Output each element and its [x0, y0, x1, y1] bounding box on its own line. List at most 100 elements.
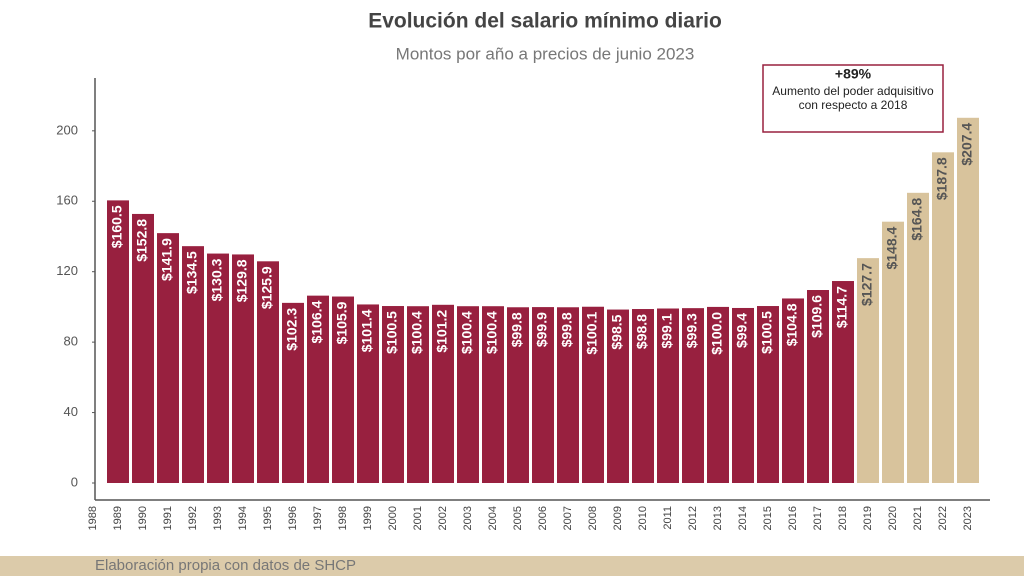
chart-title: Evolución del salario mínimo diario: [368, 10, 722, 33]
value-label: $152.8: [134, 219, 150, 262]
y-tick-label: 200: [56, 122, 78, 137]
value-label: $127.7: [859, 263, 875, 306]
value-label: $148.4: [884, 226, 900, 269]
value-label: $99.1: [659, 313, 675, 348]
bar: [907, 192, 929, 483]
value-label: $129.8: [234, 259, 250, 302]
x-tick-label: 1998: [337, 506, 349, 530]
bar: [857, 258, 879, 483]
x-tick-label: 1999: [362, 506, 374, 530]
bar: [107, 200, 129, 483]
y-tick-label: 120: [56, 263, 78, 278]
x-tick-label: 1988: [87, 506, 99, 530]
bar: [932, 152, 954, 483]
bar: [157, 233, 179, 483]
value-label: $100.5: [384, 311, 400, 354]
bar: [182, 246, 204, 483]
value-label: $114.7: [834, 286, 850, 328]
x-tick-label: 1992: [187, 506, 199, 530]
x-tick-label: 1990: [137, 506, 149, 530]
bar: [832, 281, 854, 483]
value-label: $100.4: [484, 311, 500, 354]
x-tick-label: 2003: [462, 506, 474, 530]
bar: [407, 306, 429, 483]
bar: [957, 117, 979, 483]
x-tick-label: 1995: [262, 506, 274, 530]
x-tick-label: 2022: [937, 506, 949, 530]
x-tick-label: 2021: [912, 506, 924, 530]
bar: [307, 295, 329, 483]
y-tick-label: 40: [64, 404, 78, 419]
bar: [657, 308, 679, 483]
value-label: $100.1: [584, 312, 600, 355]
y-tick-label: 80: [64, 334, 78, 349]
bar: [482, 306, 504, 483]
value-label: $100.5: [759, 311, 775, 354]
x-tick-label: 2019: [862, 506, 874, 530]
bar: [332, 296, 354, 483]
bar: [432, 304, 454, 483]
bar: [207, 253, 229, 483]
value-label: $207.4: [959, 123, 975, 166]
value-label: $130.3: [209, 258, 225, 301]
x-tick-label: 2015: [762, 506, 774, 530]
annotation-box: [762, 64, 944, 133]
value-label: $100.4: [409, 311, 425, 354]
annotation-headline: +89%: [835, 66, 872, 82]
value-label: $164.8: [909, 198, 925, 241]
footer-band: [0, 556, 1024, 576]
x-tick-label: 2001: [412, 506, 424, 530]
bar: [257, 261, 279, 483]
x-tick-label: 2023: [962, 506, 974, 530]
x-tick-label: 1997: [312, 506, 324, 530]
bar: [632, 309, 654, 483]
bar: [557, 307, 579, 483]
value-label: $125.9: [259, 266, 275, 309]
value-label: $160.5: [109, 205, 125, 248]
bar: [607, 309, 629, 483]
x-tick-label: 2000: [387, 506, 399, 530]
x-tick-label: 2012: [687, 506, 699, 530]
value-label: $101.4: [359, 309, 375, 352]
source: Elaboración propia con datos de SHCP: [95, 557, 356, 574]
bar: [507, 307, 529, 483]
x-tick-label: 2011: [662, 506, 674, 530]
bar: [732, 307, 754, 483]
value-label: $99.9: [534, 312, 550, 347]
bar: [382, 306, 404, 483]
x-tick-label: 1994: [237, 506, 249, 530]
value-label: $102.3: [284, 308, 300, 351]
bar: [457, 306, 479, 483]
x-tick-label: 1991: [162, 506, 174, 530]
x-tick-label: 2002: [437, 506, 449, 530]
value-label: $99.8: [559, 312, 575, 347]
x-tick-label: 2020: [887, 506, 899, 530]
value-label: $105.9: [334, 301, 350, 344]
bar: [707, 306, 729, 483]
x-tick-label: 2014: [737, 506, 749, 530]
x-tick-label: 2018: [837, 506, 849, 530]
bar: [357, 304, 379, 483]
bar: [532, 307, 554, 483]
value-label: $99.8: [509, 312, 525, 347]
value-label: $141.9: [159, 238, 175, 281]
bar: [682, 308, 704, 483]
bar: [882, 221, 904, 483]
value-label: $100.0: [709, 312, 725, 355]
x-tick-label: 1996: [287, 506, 299, 530]
x-tick-label: 2016: [787, 506, 799, 530]
annotation-wrap: Aumento del poder adquisitivo con respec…: [772, 84, 933, 112]
x-tick-label: 1993: [212, 506, 224, 530]
bar: [757, 306, 779, 483]
x-tick-label: 2004: [487, 506, 499, 530]
x-tick-label: 2010: [637, 506, 649, 530]
bar: [807, 290, 829, 483]
bar: [132, 213, 154, 483]
value-label: $101.2: [434, 310, 450, 353]
x-tick-label: 2008: [587, 506, 599, 530]
value-label: $100.4: [459, 311, 475, 354]
x-tick-label: 1989: [112, 506, 124, 530]
value-label: $109.6: [809, 295, 825, 338]
